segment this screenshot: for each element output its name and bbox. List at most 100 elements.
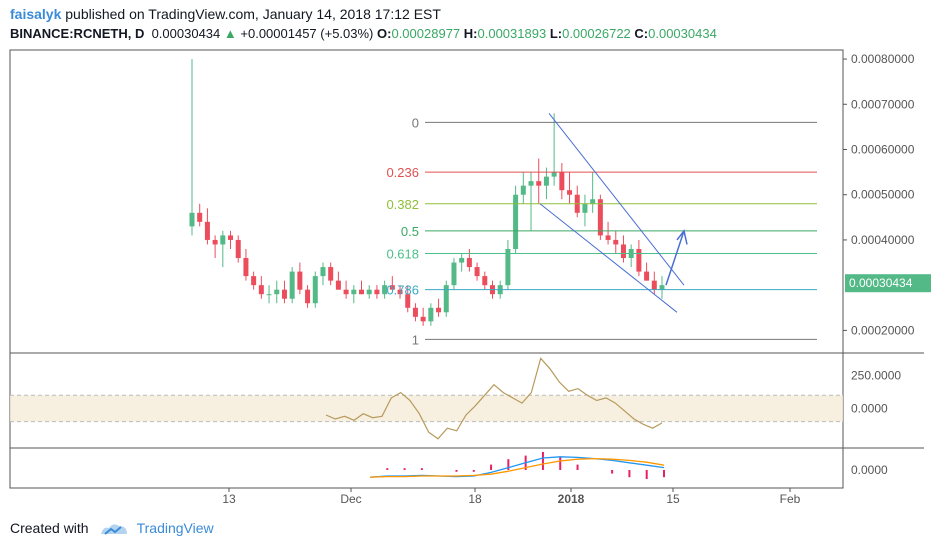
current-price-label: 0.00030434 — [849, 276, 913, 290]
candle-body — [197, 212, 203, 222]
time-tick-label: 15 — [666, 492, 680, 506]
candle-body — [482, 276, 488, 286]
candle-body — [420, 316, 426, 322]
candle-body — [451, 262, 457, 286]
fib-level-label: 1 — [412, 332, 419, 347]
published-text: published on TradingView.com, January 14… — [65, 6, 441, 22]
candle-body — [636, 248, 642, 272]
fib-level-label: 0.786 — [386, 283, 419, 298]
time-tick-label: Feb — [780, 492, 801, 506]
candle-body — [312, 276, 318, 304]
candle-body — [220, 235, 226, 245]
candle-body — [204, 221, 210, 240]
price-tick-label: 0.00020000 — [851, 323, 915, 337]
candle-body — [590, 199, 596, 204]
candle-body — [520, 185, 526, 195]
time-tick-label: 13 — [222, 492, 236, 506]
candle-body — [235, 239, 241, 259]
candle-body — [443, 285, 449, 313]
candle-body — [412, 307, 418, 317]
symbol-name: BINANCE:RCNETH, D — [10, 26, 145, 41]
candle-body — [343, 289, 349, 295]
fib-level-label: 0.236 — [386, 165, 419, 180]
candle-body — [335, 280, 341, 290]
candle-body — [620, 244, 626, 259]
price-tick-label: 0.00050000 — [851, 188, 915, 202]
candle-body — [459, 258, 465, 263]
chart-byline: faisalyk published on TradingView.com, J… — [10, 6, 441, 22]
candle-body — [559, 172, 565, 191]
close-label: C: — [634, 26, 649, 41]
candle-body — [659, 285, 665, 290]
candle-body — [428, 307, 434, 322]
cci-band — [10, 395, 843, 422]
tradingview-brand[interactable]: TradingView — [136, 520, 214, 536]
candle-body — [382, 285, 388, 295]
created-with-text: Created with — [10, 520, 89, 536]
channel-upper-line — [548, 113, 685, 286]
projection-arrow-head — [676, 229, 688, 245]
fib-level-label: 0.382 — [386, 197, 419, 212]
time-tick-label: 2018 — [558, 492, 585, 506]
candle-body — [551, 172, 557, 177]
candle-body — [251, 276, 257, 286]
candle-body — [351, 289, 357, 295]
open-value: 0.00028977 — [391, 26, 461, 41]
candle-body — [289, 271, 295, 299]
candle-body — [305, 289, 311, 304]
candle-body — [474, 267, 480, 277]
footer: Created with TradingView — [10, 520, 214, 536]
chart-frame — [9, 49, 844, 489]
close-value: 0.00030434 — [648, 26, 717, 41]
candle-body — [258, 285, 264, 295]
price-tick-label: 0.00080000 — [851, 52, 915, 66]
candle-body — [243, 258, 249, 277]
cci-tick-label: 0.0000 — [851, 401, 888, 415]
candle-body — [513, 194, 519, 249]
time-tick-label: Dec — [340, 492, 361, 506]
candle-body — [644, 271, 650, 281]
price-tick-label: 0.00040000 — [851, 233, 915, 247]
cci-line — [325, 357, 663, 440]
open-label: O: — [377, 26, 392, 41]
candle-body — [374, 289, 380, 295]
tradingview-logo-icon — [100, 524, 127, 535]
candle-body — [189, 212, 195, 227]
candle-body — [505, 248, 511, 286]
macd-tick-label: 0.0000 — [851, 463, 888, 477]
up-arrow-icon: ▲ — [223, 26, 237, 41]
candle-body — [543, 176, 549, 186]
candle-body — [397, 289, 403, 295]
candle-body — [389, 285, 395, 290]
price-tick-label: 0.00060000 — [851, 142, 915, 156]
candle-body — [320, 267, 326, 277]
high-label: H: — [463, 26, 478, 41]
projection-arrow — [665, 230, 685, 286]
candle-body — [567, 190, 573, 195]
high-value: 0.00031893 — [477, 26, 547, 41]
last-price: 0.00030434 — [151, 26, 221, 41]
candle-body — [528, 181, 534, 186]
candle-body — [597, 199, 603, 236]
candle-body — [405, 294, 411, 308]
cci-tick-label: 250.0000 — [851, 368, 901, 382]
candle-body — [297, 271, 303, 290]
candle-body — [274, 289, 280, 295]
channel-lower-line — [539, 203, 678, 313]
symbol-legend: BINANCE:RCNETH, D 0.00030434 ▲ +0.000014… — [10, 26, 717, 41]
candle-body — [328, 267, 334, 281]
fib-level-label: 0 — [412, 115, 419, 130]
candle-body — [228, 235, 234, 240]
candle-body — [651, 280, 657, 290]
candle-body — [605, 235, 611, 240]
low-label: L: — [549, 26, 563, 41]
price-change: +0.00001457 (+5.03%) — [240, 26, 374, 41]
low-value: 0.00026722 — [562, 26, 631, 41]
candle-body — [266, 294, 272, 296]
author-name[interactable]: faisalyk — [10, 6, 62, 22]
candle-body — [536, 181, 542, 186]
candle-body — [359, 289, 365, 295]
candle-body — [281, 289, 287, 299]
candle-body — [466, 258, 472, 268]
